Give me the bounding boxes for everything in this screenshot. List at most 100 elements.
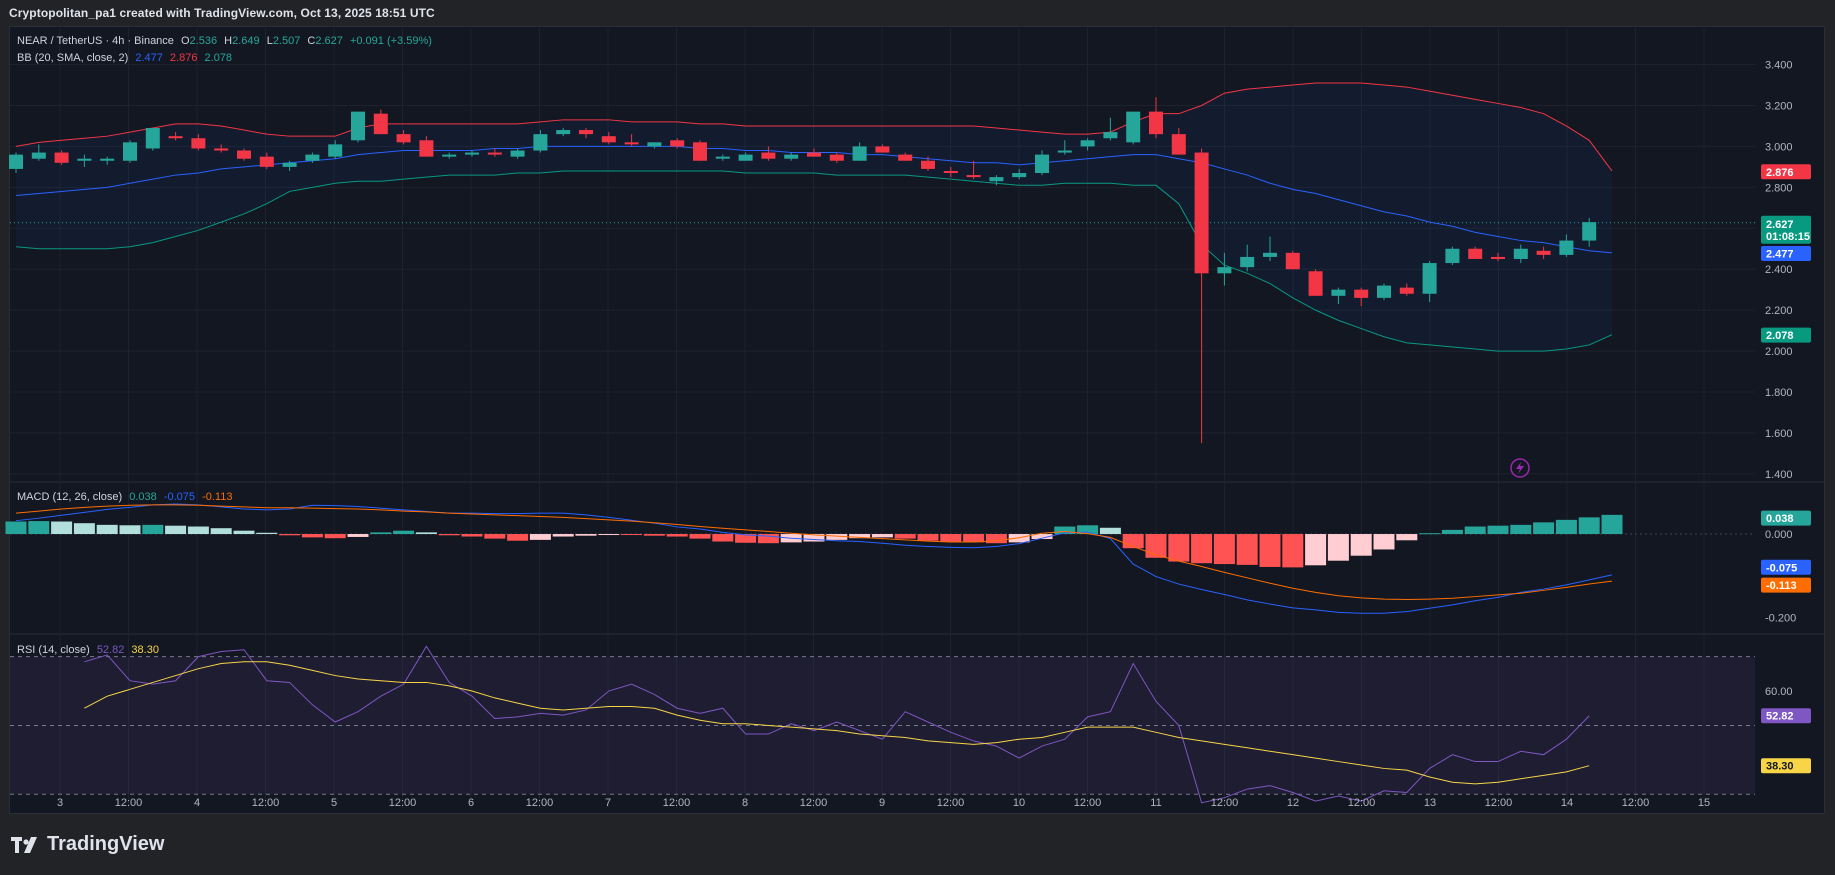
tradingview-logo-text: TradingView: [47, 833, 165, 855]
candle-body: [54, 152, 69, 163]
macd-histogram-bar: [985, 534, 1007, 544]
price-tick-label: 1.600: [1765, 428, 1793, 440]
macd-hist-tag-text: 0.038: [1766, 513, 1794, 525]
candle-body: [9, 154, 23, 169]
x-tick-label: 12:00: [389, 797, 417, 809]
candle-body: [1582, 222, 1597, 241]
candle-body: [305, 154, 320, 161]
close-value: 2.627: [315, 35, 343, 47]
macd-histogram-bar: [1350, 534, 1372, 556]
macd-hist-tag: 0.038: [1761, 510, 1811, 526]
macd-histogram-bar: [1191, 534, 1213, 564]
candle-body: [1035, 154, 1049, 174]
candle-body: [145, 128, 160, 149]
x-tick-label: 12:00: [252, 797, 280, 809]
bb-lower-value: 2.078: [204, 52, 233, 64]
rsi-ma-tag: 38.30: [1761, 758, 1811, 774]
macd-histogram-bar: [575, 534, 597, 536]
macd-histogram-bar: [256, 532, 278, 535]
macd-histogram-bar: [507, 534, 529, 541]
candle-body: [1171, 134, 1186, 155]
x-tick-label: 11: [1150, 797, 1161, 809]
macd-histogram-bar: [1168, 534, 1190, 562]
candle-body: [898, 154, 913, 161]
candle-body: [237, 150, 251, 159]
macd-histogram-bar: [529, 534, 551, 540]
candle-body: [738, 154, 753, 161]
macd-histogram-bar: [552, 534, 574, 537]
candle-body: [693, 142, 707, 161]
macd-histogram-bar: [1145, 534, 1167, 558]
bb-basis-tag-text: 2.477: [1766, 248, 1794, 260]
rsi-label: RSI (14, close): [17, 644, 90, 656]
macd-histogram-bar: [1327, 534, 1349, 561]
rsi-tag: 52.82: [1761, 708, 1811, 724]
macd-histogram-bar: [1555, 519, 1577, 535]
symbol-label[interactable]: NEAR / TetherUS · 4h · Binance: [17, 35, 174, 47]
candle-body: [784, 154, 799, 159]
bb-lower-tag: 2.078: [1761, 327, 1811, 343]
macd-histogram-bar: [324, 534, 346, 539]
macd-histogram-bar: [1099, 527, 1121, 535]
price-tick-label: 3.400: [1765, 60, 1793, 72]
rsi-ma-value: 38.30: [131, 644, 159, 656]
macd-signal-line: [15, 504, 1613, 600]
rsi-legend[interactable]: RSI (14, close) 52.82 38.30: [17, 644, 163, 656]
macd-histogram-bar: [963, 534, 985, 543]
macd-legend[interactable]: MACD (12, 26, close) 0.038 -0.075 -0.113: [17, 491, 236, 503]
bb-basis-tag-bg: [1761, 245, 1811, 261]
macd-histogram-bar: [1077, 525, 1099, 535]
candle-body: [1012, 173, 1027, 178]
bb-upper-tag-bg: [1761, 164, 1811, 180]
macd-histogram-bar: [438, 534, 460, 536]
macd-histogram-bar: [233, 530, 255, 535]
bb-upper-value: 2.876: [169, 52, 198, 64]
candle-body: [533, 134, 548, 151]
bb-upper-line: [15, 82, 1613, 172]
candle-body: [191, 138, 206, 149]
tradingview-logo[interactable]: TradingView: [11, 833, 164, 856]
price-tick-label: 2.800: [1765, 182, 1793, 194]
chart-attribution: Cryptopolitan_pa1 created with TradingVi…: [9, 6, 435, 20]
candle-body: [1080, 140, 1095, 147]
macd-histogram-bar: [187, 526, 209, 535]
lightning-alert-icon[interactable]: [1510, 458, 1530, 478]
macd-histogram-bar: [1601, 514, 1623, 535]
candle-body: [419, 140, 434, 157]
macd-histogram-bar: [73, 523, 95, 535]
last-price-tag-text: 2.627: [1766, 219, 1794, 231]
x-tick-label: 6: [468, 797, 474, 809]
macd-histogram-bar: [757, 534, 779, 544]
candle-body: [1422, 263, 1437, 294]
macd-hist-value: 0.038: [129, 491, 157, 503]
candle-body: [31, 152, 46, 159]
price-tick-label: 2.200: [1765, 305, 1793, 317]
x-tick-label: 12:00: [1485, 797, 1513, 809]
macd-histogram-bar: [1464, 526, 1486, 535]
macd-histogram-bar: [51, 521, 73, 535]
macd-hist-tag-bg: [1761, 510, 1811, 526]
candle-body: [282, 162, 297, 167]
x-tick-label: 4: [194, 797, 200, 809]
macd-tick-label: 0.000: [1765, 529, 1793, 541]
macd-histogram-bar: [894, 534, 916, 539]
x-tick-label: 13: [1424, 797, 1436, 809]
x-tick-label: 12:00: [1074, 797, 1102, 809]
macd-histogram-bar: [1259, 534, 1281, 567]
macd-histogram-bar: [393, 530, 415, 535]
candle-body: [989, 177, 1004, 182]
x-tick-label: 5: [331, 797, 337, 809]
macd-histogram-bar: [1533, 522, 1555, 535]
macd-histogram-bar: [210, 528, 232, 535]
candle-body: [943, 170, 958, 174]
bb-legend[interactable]: BB (20, SMA, close, 2) 2.477 2.876 2.078: [17, 52, 236, 64]
macd-label: MACD (12, 26, close): [17, 491, 123, 503]
bb-basis-value: 2.477: [135, 52, 163, 64]
candle-body: [875, 146, 890, 153]
open-value: 2.536: [189, 35, 218, 47]
rsi-line: [84, 645, 1590, 804]
macd-histogram-bar: [484, 534, 506, 539]
price-tick-label: 2.400: [1765, 264, 1793, 276]
bb-upper-tag-text: 2.876: [1766, 167, 1794, 179]
